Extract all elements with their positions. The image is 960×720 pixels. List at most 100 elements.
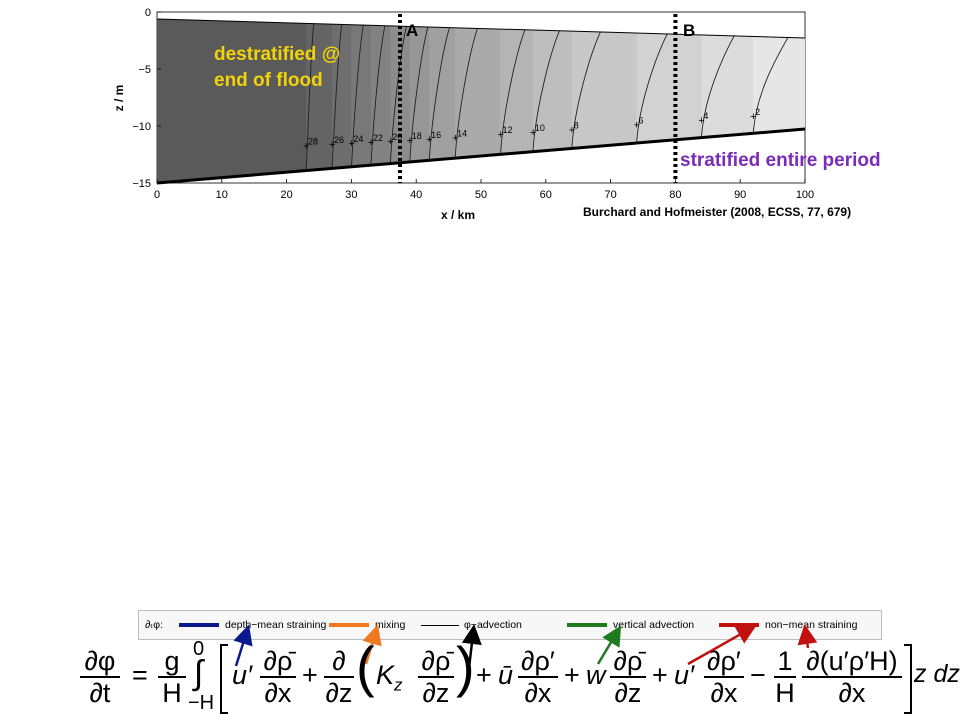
contour-label: 2 bbox=[755, 107, 760, 117]
eq-drho-dz-2: ∂ρ̄ ∂z bbox=[610, 646, 646, 708]
x-axis-label: x / km bbox=[441, 208, 475, 222]
arrow-vertical-advection bbox=[596, 625, 622, 665]
contour-marker: + bbox=[698, 115, 704, 127]
stratified-annotation: stratified entire period bbox=[680, 150, 881, 171]
x-tick-label: 30 bbox=[345, 189, 357, 201]
x-tick-label: 20 bbox=[280, 189, 292, 201]
isohaline-line bbox=[428, 24, 451, 163]
eq-drhop-dx-2: ∂ρ′ ∂x bbox=[704, 646, 744, 708]
eq-dx4-den: ∂x bbox=[802, 676, 902, 708]
contour-label: 6 bbox=[639, 116, 644, 126]
eq-dx-den: ∂x bbox=[260, 676, 296, 708]
y-tick-label: −5 bbox=[138, 64, 151, 76]
arrow-non-mean-straining-1 bbox=[687, 625, 757, 666]
eq-equals: = bbox=[132, 660, 148, 690]
arrow-non-mean-straining-2 bbox=[797, 624, 818, 649]
eq-drho3-num: ∂ρ̄ bbox=[613, 646, 643, 676]
isohaline-line bbox=[350, 22, 365, 169]
destratified-line2: end of flood bbox=[214, 70, 323, 91]
salinity-section-figure: +28 +26 +24 +22 +20 +18 +16 +14 +12 +10 +8 +6 +4 +2 A… bbox=[112, 7, 814, 222]
eq-kz-sub: z bbox=[394, 675, 403, 695]
contour-marker: + bbox=[368, 137, 374, 149]
legend-item-vertical-advection: vertical advection bbox=[567, 619, 694, 631]
contour-marker: + bbox=[303, 141, 309, 153]
isohaline-line bbox=[409, 24, 430, 164]
x-tick-label: 0 bbox=[154, 189, 160, 201]
eq-right-bracket bbox=[904, 644, 912, 714]
eq-d-dz: ∂ ∂z bbox=[324, 646, 354, 708]
arrow-phi-advection bbox=[461, 624, 482, 669]
y-tick-label: 0 bbox=[145, 7, 151, 19]
y-tick-label: −10 bbox=[132, 121, 151, 133]
station-b-label: B bbox=[683, 21, 695, 40]
isohaline-line bbox=[636, 30, 670, 146]
eq-lhs-den: ∂t bbox=[80, 676, 120, 708]
contour-label: 24 bbox=[353, 134, 363, 144]
eq-dz3-den: ∂z bbox=[610, 676, 646, 708]
legend-prefix: ∂ₜφ: bbox=[145, 619, 164, 631]
eq-drhop-num: ∂ρ′ bbox=[521, 646, 555, 676]
eq-one-over-h: 1 H bbox=[774, 646, 796, 708]
eq-dx3-den: ∂x bbox=[704, 676, 744, 708]
x-tick-label: 60 bbox=[540, 189, 552, 201]
y-tick-label: −15 bbox=[132, 178, 151, 190]
eq-lhs-num: ∂φ bbox=[84, 646, 116, 676]
legend-swatch bbox=[567, 623, 607, 627]
eq-dz2-den: ∂z bbox=[418, 676, 454, 708]
contour-marker: + bbox=[348, 138, 354, 150]
contour-label: 4 bbox=[703, 111, 708, 121]
contour-marker: + bbox=[452, 132, 458, 144]
eq-correlation-term: ∂(u′ρ′H) ∂x bbox=[802, 646, 902, 708]
x-tick-label: 50 bbox=[475, 189, 487, 201]
contour-marker: + bbox=[569, 124, 575, 136]
eq-int-top: 0 bbox=[193, 638, 205, 660]
x-tick-label: 80 bbox=[669, 189, 681, 201]
eq-plus-2: + bbox=[476, 660, 492, 690]
x-tick-label: 40 bbox=[410, 189, 422, 201]
legend-item-mixing: mixing bbox=[329, 619, 405, 631]
eq-left-paren: ( bbox=[356, 635, 375, 698]
isohaline-contours: +28 +26 +24 +22 +20 +18 +16 +14 +12 +10 +8 +6 +4 +2 bbox=[303, 21, 791, 173]
eq-dx2-den: ∂x bbox=[518, 676, 558, 708]
eq-g: g bbox=[164, 646, 180, 676]
isohaline-line bbox=[532, 27, 562, 154]
eq-drho-dx: ∂ρ̄ ∂x bbox=[260, 646, 296, 708]
legend-swatch bbox=[421, 624, 459, 626]
x-tick-label: 70 bbox=[604, 189, 616, 201]
isohaline-line bbox=[571, 28, 603, 151]
contour-label: 12 bbox=[502, 125, 512, 135]
surface-line bbox=[156, 18, 806, 39]
eq-dz-den: ∂z bbox=[324, 676, 354, 708]
eq-drhop2-num: ∂ρ′ bbox=[707, 646, 741, 676]
contour-marker: + bbox=[387, 136, 393, 148]
y-axis-ticks: 0 −5 −10 −15 bbox=[132, 7, 161, 190]
contour-label: 10 bbox=[535, 123, 545, 133]
eq-g-over-h: g H bbox=[158, 646, 186, 708]
x-tick-label: 10 bbox=[216, 189, 228, 201]
legend-label: vertical advection bbox=[613, 619, 695, 631]
eq-left-bracket bbox=[220, 644, 228, 714]
contour-label: 28 bbox=[308, 137, 318, 147]
x-tick-label: 90 bbox=[734, 189, 746, 201]
contour-label: 20 bbox=[392, 132, 402, 142]
eq-corr-num: ∂(u′ρ′H) bbox=[806, 646, 898, 676]
isohaline-line bbox=[389, 23, 408, 166]
shading-band bbox=[331, 19, 353, 183]
x-tick-label: 100 bbox=[796, 189, 814, 201]
arrow-depth-mean-straining bbox=[233, 624, 253, 667]
contour-label: 18 bbox=[412, 131, 422, 141]
x-axis-ticks: 0 10 20 30 40 50 60 70 80 90 100 bbox=[154, 179, 814, 201]
shading-band bbox=[351, 19, 372, 183]
eq-drhop-dx: ∂ρ′ ∂x bbox=[518, 646, 558, 708]
eq-integral: ∫ bbox=[194, 654, 204, 692]
isohaline-line bbox=[700, 32, 737, 140]
isohaline-line bbox=[305, 21, 315, 173]
eq-right-paren: ) bbox=[456, 635, 475, 698]
shading-band bbox=[429, 19, 457, 183]
eq-k: K bbox=[376, 660, 395, 690]
isohaline-line bbox=[752, 34, 791, 136]
y-axis-label: z / m bbox=[112, 85, 126, 112]
isohaline-line bbox=[370, 23, 386, 168]
eq-z-dz: z dz bbox=[914, 660, 960, 688]
